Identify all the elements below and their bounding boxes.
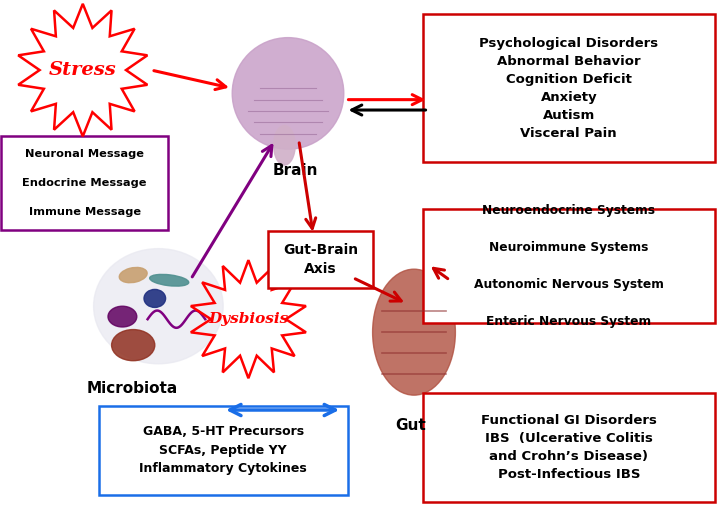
Text: GABA, 5-HT Precursors
SCFAs, Peptide YY
Inflammatory Cytokines: GABA, 5-HT Precursors SCFAs, Peptide YY … <box>140 425 307 475</box>
Circle shape <box>108 306 137 327</box>
Ellipse shape <box>150 275 189 286</box>
Circle shape <box>112 330 155 361</box>
Ellipse shape <box>120 267 147 283</box>
Text: Psychological Disorders
Abnormal Behavior
Cognition Deficit
Anxiety
Autism
Visce: Psychological Disorders Abnormal Behavio… <box>480 37 658 140</box>
Text: Dysbiosis: Dysbiosis <box>208 312 289 326</box>
Ellipse shape <box>144 290 166 307</box>
Text: Brain: Brain <box>272 163 318 179</box>
FancyBboxPatch shape <box>423 209 715 323</box>
Ellipse shape <box>372 269 455 395</box>
Text: Microbiota: Microbiota <box>86 381 178 397</box>
FancyBboxPatch shape <box>423 393 715 502</box>
Text: Neuronal Message

Endocrine Message

Immune Message: Neuronal Message Endocrine Message Immun… <box>22 149 147 217</box>
Text: Gut: Gut <box>395 418 426 433</box>
FancyBboxPatch shape <box>1 136 168 230</box>
Text: Gut-Brain
Axis: Gut-Brain Axis <box>283 243 358 276</box>
Ellipse shape <box>274 126 295 165</box>
Text: Neuroendocrine Systems

Neuroimmune Systems

Autonomic Nervous System

Enteric N: Neuroendocrine Systems Neuroimmune Syste… <box>474 204 664 328</box>
FancyBboxPatch shape <box>423 14 715 162</box>
FancyBboxPatch shape <box>99 406 348 495</box>
FancyBboxPatch shape <box>268 230 373 289</box>
Text: Functional GI Disorders
IBS  (Ulcerative Colitis
and Crohn’s Disease)
Post-Infec: Functional GI Disorders IBS (Ulcerative … <box>481 414 657 481</box>
Text: Stress: Stress <box>49 61 117 79</box>
Ellipse shape <box>232 37 344 149</box>
Ellipse shape <box>94 249 223 364</box>
